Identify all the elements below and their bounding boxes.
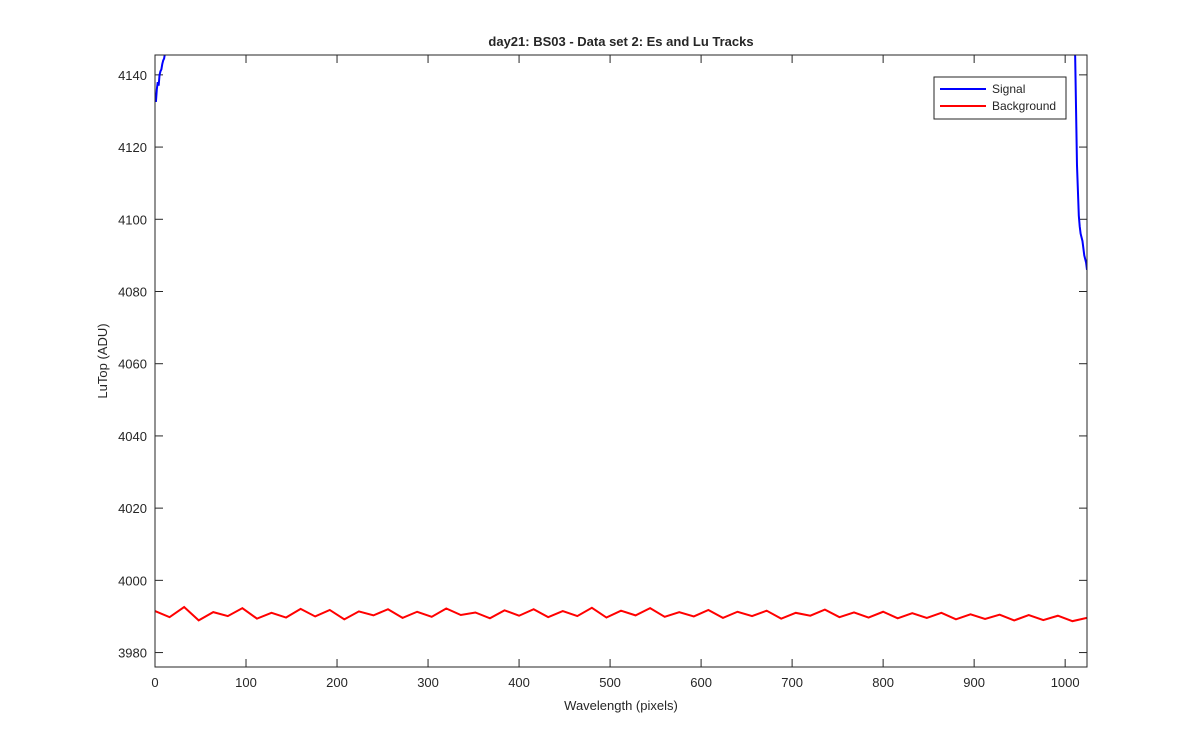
legend-label: Background: [992, 99, 1056, 113]
y-tick-label: 4080: [118, 284, 147, 299]
x-tick-label: 400: [508, 675, 530, 690]
x-tick-label: 800: [872, 675, 894, 690]
y-tick-label: 4020: [118, 501, 147, 516]
y-tick-label: 4140: [118, 68, 147, 83]
series-line: [155, 605, 1087, 623]
series-line: [155, 55, 1087, 270]
x-tick-label: 700: [781, 675, 803, 690]
x-tick-label: 200: [326, 675, 348, 690]
y-axis-label: LuTop (ADU): [95, 323, 110, 398]
x-tick-label: 500: [599, 675, 621, 690]
y-tick-label: 4000: [118, 573, 147, 588]
axes-box: [154, 54, 1088, 668]
y-tick-label: 4100: [118, 212, 147, 227]
x-tick-label: 100: [235, 675, 257, 690]
x-tick-label: 0: [151, 675, 158, 690]
legend-label: Signal: [992, 82, 1025, 96]
plot-area: [155, 55, 1087, 623]
x-axis-label: Wavelength (pixels): [564, 698, 678, 713]
y-tick-label: 4060: [118, 357, 147, 372]
chart-title: day21: BS03 - Data set 2: Es and Lu Trac…: [488, 34, 753, 49]
y-tick-label: 3980: [118, 646, 147, 661]
x-tick-label: 600: [690, 675, 712, 690]
x-tick-label: 1000: [1051, 675, 1080, 690]
x-tick-label: 300: [417, 675, 439, 690]
y-tick-label: 4040: [118, 429, 147, 444]
legend-box: [933, 76, 1067, 120]
x-tick-label: 900: [963, 675, 985, 690]
y-tick-label: 4120: [118, 140, 147, 155]
